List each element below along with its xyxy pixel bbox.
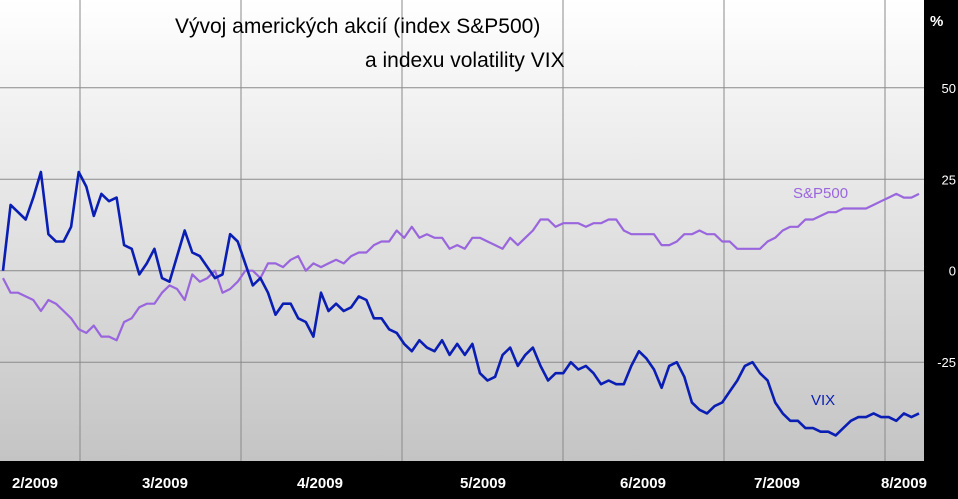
series-label-vix: VIX (811, 392, 835, 409)
series-label-sp500: S&P500 (793, 185, 848, 202)
x-tick-label: 8/2009 (881, 475, 927, 492)
y-tick-label: 25 (942, 172, 956, 187)
x-tick-label: 4/2009 (297, 475, 343, 492)
y-tick-label: -25 (937, 355, 956, 370)
y-axis-unit: % (930, 13, 943, 30)
x-tick-label: 5/2009 (460, 475, 506, 492)
x-tick-label: 6/2009 (620, 475, 666, 492)
x-tick-label: 3/2009 (142, 475, 188, 492)
y-axis-ticks: 50 25 0 -25 (937, 81, 956, 370)
x-tick-label: 2/2009 (12, 475, 58, 492)
x-tick-label: 7/2009 (754, 475, 800, 492)
y-tick-label: 0 (949, 264, 956, 279)
chart-title-line-2: a indexu volatility VIX (365, 49, 565, 72)
series-layer (1, 170, 920, 437)
series-line-sp500 (2, 192, 920, 342)
x-axis-ticks: 2/2009 3/2009 4/2009 5/2009 6/2009 7/2009 8/20… (12, 475, 927, 492)
series-line-vix (1, 170, 920, 437)
chart-title-line-1: Vývoj amerických akcií (index S&P500) (175, 15, 540, 38)
gridlines (0, 0, 924, 461)
y-tick-label: 50 (942, 81, 956, 96)
